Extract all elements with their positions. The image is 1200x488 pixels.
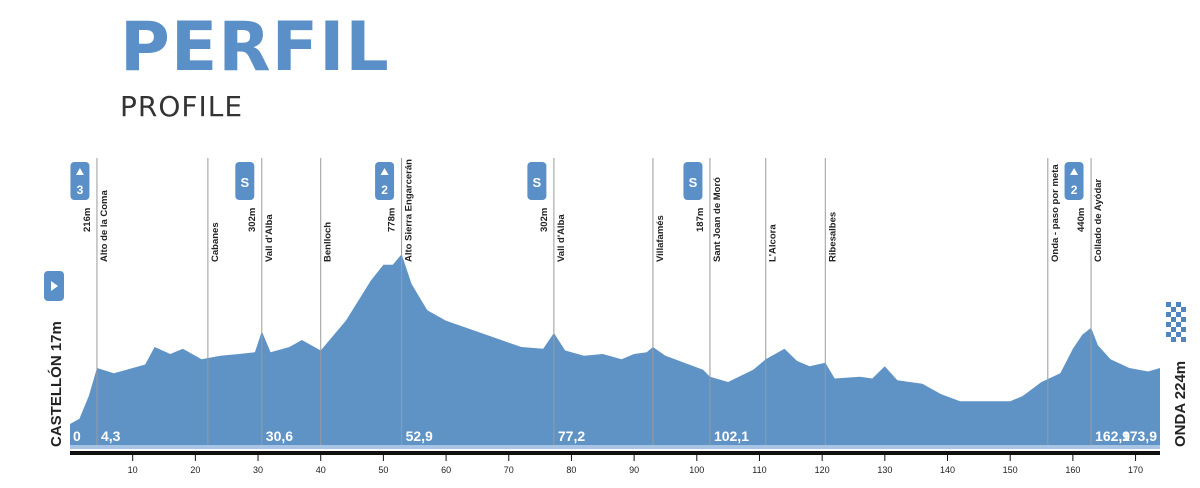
distance-axis-group: 10 20 30 40 50 60 70 80 90 100 110 120 130 140 150 160 1… — [70, 445, 1160, 475]
waypoint-name: Sant Joan de Moró — [712, 177, 723, 262]
checkered-flag-cell — [1166, 332, 1171, 337]
axis-tick-label: 100 — [689, 465, 704, 475]
km-marker-label: 77,2 — [558, 428, 585, 444]
waypoint-altitude: 778m — [387, 208, 398, 232]
badge-climb — [1064, 162, 1084, 200]
waypoint-name: Vall d'Alba — [264, 214, 275, 262]
axis-tick-label: 160 — [1065, 465, 1080, 475]
title-block: PERFIL PROFILE — [120, 8, 390, 124]
km-marker-label: 30,6 — [266, 428, 293, 444]
waypoint-name: Benlloch — [323, 222, 334, 262]
waypoint-labels-group: Alto de la Coma 216m Cabanes Vall d'Alba 302… — [82, 159, 1104, 262]
waypoint-altitude: 302m — [247, 208, 258, 232]
profile-base-band — [70, 445, 1160, 449]
checkered-flag-cell — [1171, 327, 1176, 332]
badge-sprint: S — [240, 175, 249, 190]
waypoint-name: Alto Sierra Engarcerán — [404, 159, 415, 262]
waypoint-name: Collado de Ayódar — [1093, 178, 1104, 262]
waypoint-name: Vall d'Alba — [556, 214, 567, 262]
checkered-flag-cell — [1171, 317, 1176, 322]
km-marker-label: 0 — [73, 428, 81, 444]
waypoint-badges-group: 3 S 2 S S 2 — [70, 162, 1084, 200]
checkered-flag-cell — [1166, 312, 1171, 317]
elevation-area — [70, 254, 1160, 445]
checkered-flag-cell — [1176, 322, 1181, 327]
axis-tick-label: 50 — [378, 465, 388, 475]
mountain-icon — [380, 168, 389, 175]
badge-category: 2 — [1071, 183, 1078, 197]
checkered-flag-cell — [1181, 327, 1186, 332]
play-triangle-icon — [51, 281, 58, 291]
badge-sprint — [235, 162, 255, 200]
waypoint-altitude: 187m — [695, 208, 706, 232]
axis-tick-label: 80 — [566, 465, 576, 475]
axis-tick-label: 90 — [629, 465, 639, 475]
checkered-flag-cell — [1166, 302, 1171, 307]
axis-tick-label: 70 — [504, 465, 514, 475]
axis-tick-label: 30 — [253, 465, 263, 475]
start-label: CASTELLÓN 17m — [47, 321, 65, 447]
km-marker-label: 4,3 — [101, 428, 121, 444]
profile-area-group — [70, 254, 1160, 445]
page-title: PERFIL — [120, 8, 390, 87]
start-finish-group: CASTELLÓN 17m ONDA 224m — [44, 271, 1189, 447]
badge-climb — [70, 162, 90, 200]
axis-tick-label: 150 — [1003, 465, 1018, 475]
checkered-flag-cell — [1181, 307, 1186, 312]
checkered-flag-cell — [1171, 337, 1176, 342]
axis-tick-label: 20 — [190, 465, 200, 475]
badge-category: 2 — [381, 183, 388, 197]
axis-tick-label: 40 — [316, 465, 326, 475]
waypoint-guides-group — [96, 158, 1092, 445]
axis-tick-label: 170 — [1128, 465, 1143, 475]
waypoint-name: Alto de la Coma — [99, 189, 110, 262]
axis-tick-label: 130 — [877, 465, 892, 475]
waypoint-name: Cabanes — [210, 222, 221, 262]
waypoint-name: L'Alcora — [768, 224, 779, 262]
badge-climb — [375, 162, 395, 200]
badge-sprint: S — [533, 175, 542, 190]
checkered-flag-cell — [1181, 337, 1186, 342]
checkered-flag-cell — [1176, 332, 1181, 337]
axis-tick-label: 120 — [815, 465, 830, 475]
km-marker-label: 52,9 — [406, 428, 433, 444]
checkered-flag-cell — [1176, 312, 1181, 317]
finish-label: ONDA 224m — [1172, 361, 1189, 447]
checkered-flag-cell — [1171, 307, 1176, 312]
waypoint-altitude: 440m — [1076, 208, 1087, 232]
badge-sprint: S — [689, 175, 698, 190]
axis-tick-label: 110 — [752, 465, 766, 475]
checkered-flag-cell — [1176, 302, 1181, 307]
waypoint-altitude: 302m — [539, 208, 550, 232]
distance-axis-line — [70, 451, 1160, 455]
km-marker-label: 102,1 — [714, 428, 749, 444]
page-subtitle: PROFILE — [120, 90, 244, 123]
waypoint-name: Ribesalbes — [827, 212, 838, 262]
mountain-icon — [75, 168, 84, 175]
waypoint-altitude: 216m — [82, 208, 93, 232]
badge-category: 3 — [77, 183, 84, 197]
axis-tick-label: 140 — [940, 465, 955, 475]
km-marker-label: 173,9 — [1122, 428, 1157, 444]
checkered-flag-cell — [1166, 322, 1171, 327]
axis-tick-label: 60 — [441, 465, 451, 475]
checkered-flag-cell — [1181, 317, 1186, 322]
waypoint-name: Villafamés — [655, 215, 666, 262]
km-marker-label: 162,9 — [1095, 428, 1130, 444]
badge-sprint — [683, 162, 703, 200]
mountain-icon — [1070, 168, 1079, 175]
badge-sprint — [527, 162, 547, 200]
axis-tick-label: 10 — [128, 465, 138, 475]
waypoint-name: Onda - paso por meta — [1050, 164, 1061, 262]
